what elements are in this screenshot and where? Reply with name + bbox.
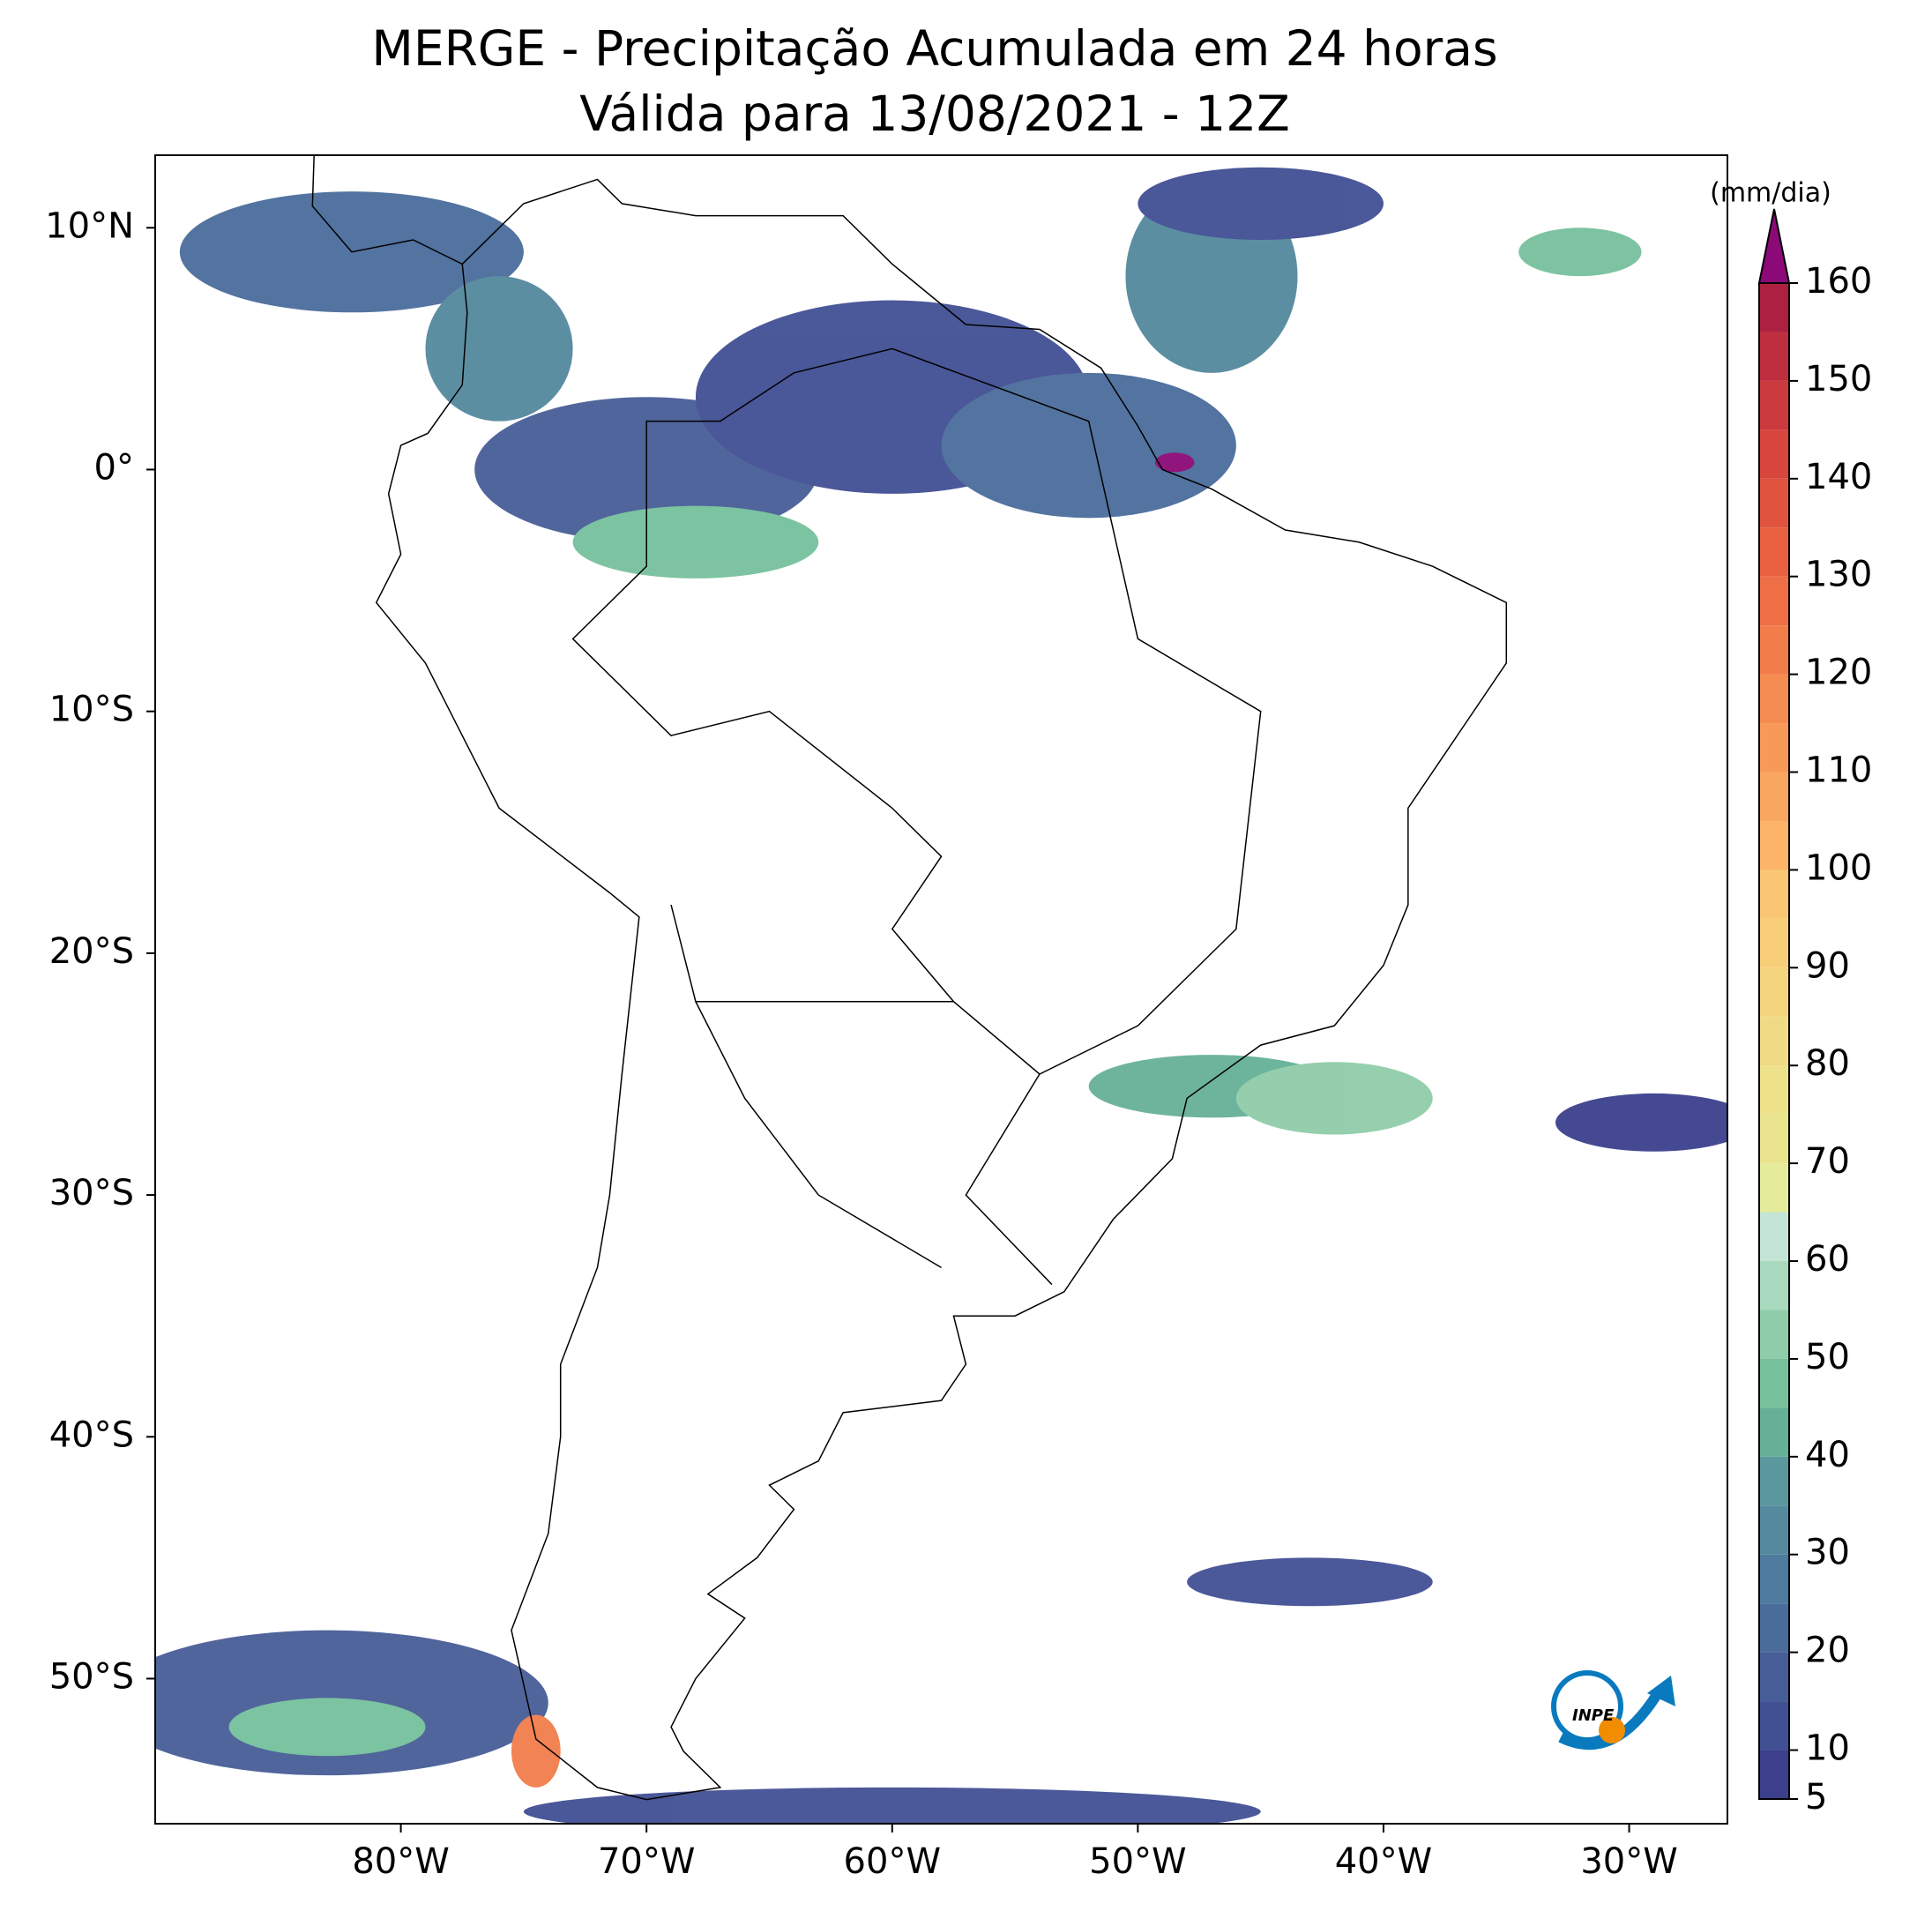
colorbar-extend	[1757, 208, 1791, 284]
colorbar-tick-label: 60	[1805, 1239, 1850, 1280]
colorbar-segment	[1759, 674, 1789, 724]
logo-text: INPE	[1572, 1706, 1615, 1725]
subtitle: Válida para 13/08/2021 - 12Z	[579, 86, 1290, 142]
x-tick-label: 80°W	[352, 1841, 449, 1882]
colorbar-segment	[1759, 772, 1789, 821]
x-tick-label: 30°W	[1580, 1841, 1677, 1882]
colorbar-tick-label: 10	[1805, 1728, 1850, 1769]
colorbar-tick-label: 40	[1805, 1435, 1850, 1475]
colorbar-segment	[1759, 625, 1789, 675]
colorbar-segment	[1759, 1261, 1789, 1310]
colorbar-segment	[1759, 1701, 1789, 1751]
colorbar-segment	[1759, 723, 1789, 773]
x-tick-label: 40°W	[1335, 1841, 1432, 1882]
colorbar-segment	[1759, 332, 1789, 381]
x-tick-label: 60°W	[844, 1841, 941, 1882]
map-area	[155, 131, 1727, 1824]
colorbar-segment	[1759, 283, 1789, 332]
colorbar-tick-label: 110	[1805, 750, 1872, 791]
colorbar-tick-label: 20	[1805, 1631, 1850, 1671]
x-tick-label: 70°W	[598, 1841, 695, 1882]
colorbar-tick-label: 120	[1805, 653, 1872, 693]
title: MERGE - Precipitação Acumulada em 24 hor…	[371, 20, 1497, 77]
y-tick-label: 10°S	[49, 690, 134, 730]
y-tick-label: 30°S	[49, 1173, 134, 1213]
y-tick-label: 10°N	[45, 205, 134, 246]
colorbar-segment	[1759, 1016, 1789, 1066]
colorbar-segment	[1759, 1652, 1789, 1702]
colorbar-tick-label: 30	[1805, 1533, 1850, 1573]
colorbar-segment	[1759, 1310, 1789, 1359]
colorbar-tick-label: 130	[1805, 555, 1872, 595]
colorbar-segment	[1759, 380, 1789, 430]
colorbar-segment	[1759, 1407, 1789, 1457]
colorbar-tick-label: 70	[1805, 1141, 1850, 1182]
colorbar-segment	[1759, 1603, 1789, 1653]
map-frame	[154, 154, 1728, 1825]
colorbar-tick-label: 100	[1805, 847, 1872, 888]
colorbar-tick-label: 140	[1805, 457, 1872, 497]
colorbar-segment	[1759, 1065, 1789, 1115]
colorbar-segment	[1759, 1358, 1789, 1408]
colorbar-segment	[1759, 1212, 1789, 1262]
colorbar-segment	[1759, 820, 1789, 870]
colorbar-label: (mm/dia)	[1710, 178, 1831, 209]
colorbar-segment	[1759, 429, 1789, 479]
y-tick-label: 50°S	[49, 1656, 134, 1697]
colorbar-tick-label: 50	[1805, 1337, 1850, 1377]
logo: INPE	[1551, 1670, 1675, 1751]
colorbar-tick-label: 150	[1805, 359, 1872, 399]
colorbar-tick-label: 160	[1805, 261, 1872, 302]
colorbar-segment	[1759, 1114, 1789, 1164]
x-tick-label: 50°W	[1089, 1841, 1186, 1882]
colorbar-segment	[1759, 1163, 1789, 1213]
coastline	[312, 131, 1506, 1800]
colorbar-segment	[1759, 576, 1789, 626]
colorbar-tick-label: 80	[1805, 1043, 1850, 1084]
y-tick-label: 0°	[94, 447, 134, 488]
colorbar-tick-label: 90	[1805, 945, 1850, 986]
y-tick-label: 40°S	[49, 1415, 134, 1455]
colorbar-frame	[1758, 282, 1790, 1800]
colorbar-segment	[1759, 1554, 1789, 1604]
precipitation	[155, 167, 1727, 1824]
colorbar-segment	[1759, 967, 1789, 1017]
colorbar-segment	[1759, 1750, 1789, 1799]
colorbar-segment	[1759, 1505, 1789, 1555]
colorbar-segment	[1759, 1456, 1789, 1506]
colorbar-segment	[1759, 870, 1789, 919]
colorbar-segment	[1759, 478, 1789, 528]
colorbar-tick-label: 5	[1805, 1777, 1827, 1818]
colorbar-segment	[1759, 527, 1789, 577]
colorbar-segment	[1759, 918, 1789, 968]
y-tick-label: 20°S	[49, 931, 134, 972]
